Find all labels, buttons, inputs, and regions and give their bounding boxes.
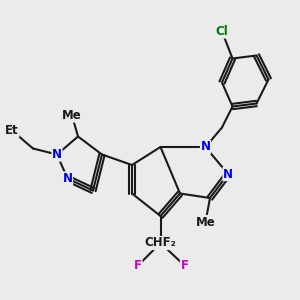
Text: N: N: [52, 148, 62, 161]
Text: N: N: [200, 140, 211, 154]
Text: CHF₂: CHF₂: [145, 236, 176, 250]
Text: N: N: [223, 167, 233, 181]
Text: N: N: [62, 172, 73, 185]
Text: Et: Et: [5, 124, 19, 137]
Text: F: F: [181, 259, 188, 272]
Text: Me: Me: [62, 109, 82, 122]
Text: F: F: [134, 259, 142, 272]
Text: Cl: Cl: [216, 25, 228, 38]
Text: Me: Me: [196, 215, 215, 229]
